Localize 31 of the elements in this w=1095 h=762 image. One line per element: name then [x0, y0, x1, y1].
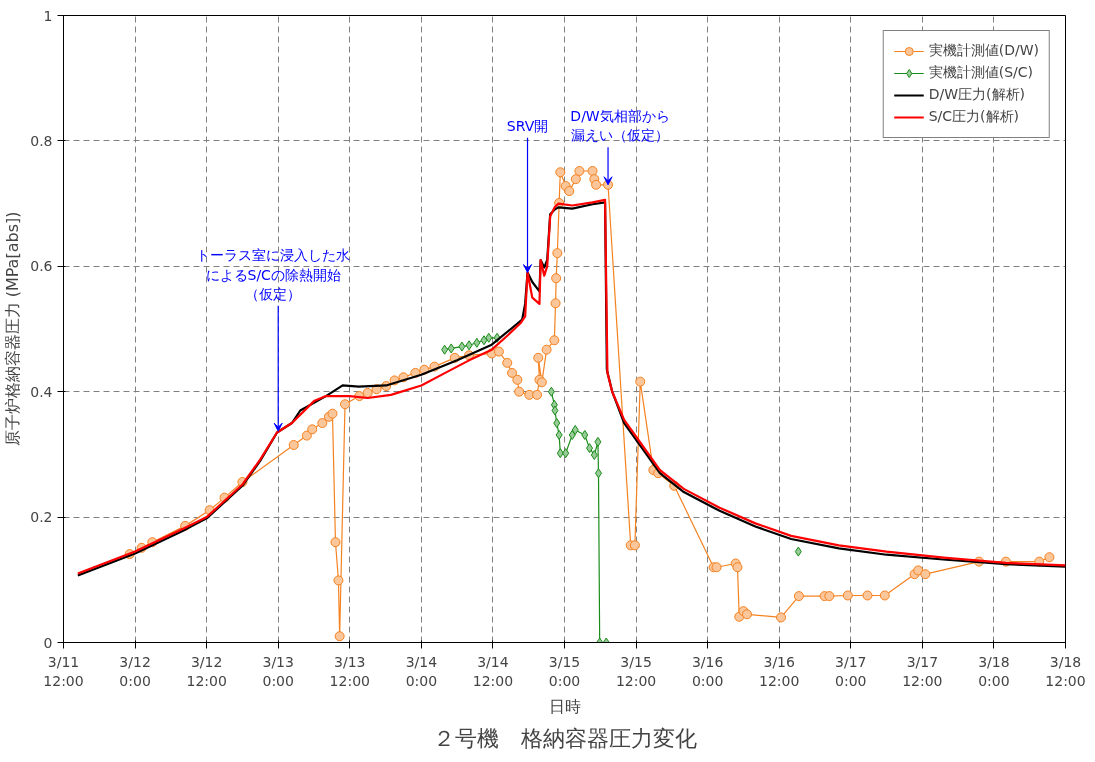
- x-tick-label: 3/18 0:00: [978, 653, 1010, 689]
- x-tick-label: 3/12 0:00: [119, 653, 151, 689]
- x-tick-label: 3/14 0:00: [405, 653, 438, 689]
- x-tick-label: 3/17 0:00: [835, 653, 867, 689]
- x-tick-label: 3/17 12:00: [902, 653, 943, 689]
- y-tick-label: 0.8: [30, 132, 53, 149]
- y-tick-label: 0.4: [30, 383, 53, 400]
- y-tick-label: 1: [43, 7, 53, 24]
- legend-label: S/C圧力(解析): [928, 108, 1020, 126]
- x-tick-label: 3/14 12:00: [472, 653, 514, 689]
- y-axis-title: 原子炉格納容器圧力 (MPa[abs]): [3, 211, 23, 447]
- x-tick-label: 3/11 12:00: [43, 653, 84, 689]
- x-tick-label: 3/15 0:00: [548, 653, 581, 689]
- y-tick-label: 0: [43, 634, 53, 651]
- annotation: SRV開: [506, 117, 549, 134]
- x-axis-title: 日時: [548, 696, 581, 716]
- legend-label: D/W圧力(解析): [928, 86, 1025, 104]
- annotation: D/W気相部から漏えい（仮定）: [570, 107, 670, 144]
- y-tick-label: 0.6: [30, 258, 53, 275]
- text: ２号機 格納容器圧力変化: [432, 725, 697, 751]
- x-tick-label: 3/15 12:00: [615, 653, 657, 689]
- x-tick-label: 3/12 12:00: [186, 653, 227, 689]
- annotation: トーラス室に浸入した水によるS/Cの除熱開始（仮定）: [196, 247, 351, 302]
- x-tick-label: 3/13 0:00: [262, 653, 294, 689]
- x-tick-label: 3/18 12:00: [1045, 653, 1086, 689]
- x-tick-label: 3/16 0:00: [691, 653, 724, 689]
- x-tick-label: 3/16 12:00: [759, 653, 800, 689]
- legend-label: 実機計測値(S/C): [928, 64, 1034, 82]
- x-tick-label: 3/13 12:00: [329, 653, 370, 689]
- legend-label: 実機計測値(D/W): [928, 42, 1039, 60]
- y-tick-label: 0.2: [30, 509, 53, 526]
